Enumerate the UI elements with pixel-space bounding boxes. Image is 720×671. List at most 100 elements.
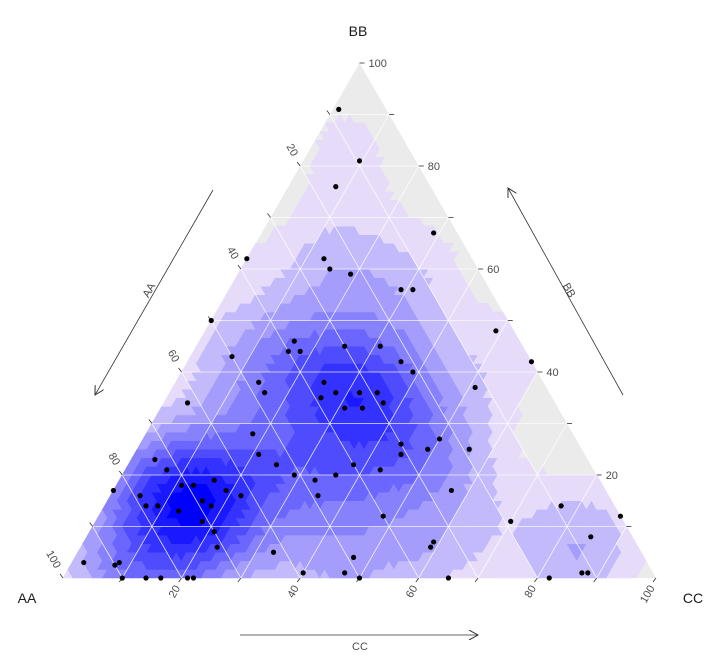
vertex-label-bb: BB xyxy=(349,23,368,39)
data-point xyxy=(356,158,363,164)
data-point xyxy=(327,266,333,272)
data-point xyxy=(336,106,342,112)
aa-tick xyxy=(237,264,242,270)
vertex-label-cc: CC xyxy=(683,590,703,606)
data-point xyxy=(184,575,191,581)
data-point xyxy=(528,359,535,365)
data-point xyxy=(250,431,256,437)
data-point xyxy=(508,518,514,524)
data-point xyxy=(273,462,280,468)
data-point xyxy=(410,287,416,293)
cc-tick-label: 20 xyxy=(167,584,184,601)
grid-line xyxy=(240,217,449,579)
data-point xyxy=(350,554,357,561)
density-cell xyxy=(606,500,617,510)
data-point xyxy=(445,575,452,581)
grid-line xyxy=(121,474,182,579)
aa-arrow-label: AA xyxy=(141,281,159,300)
data-point xyxy=(312,477,318,483)
data-point xyxy=(158,575,164,581)
density-cell xyxy=(467,294,479,304)
aa-tick xyxy=(118,470,123,476)
aa-tick-label: 80 xyxy=(106,451,123,468)
data-point xyxy=(617,513,624,519)
data-point xyxy=(110,487,117,494)
aa-axis-arrow xyxy=(95,189,214,395)
data-point xyxy=(398,359,404,365)
data-point xyxy=(184,400,191,406)
density-cell xyxy=(363,131,375,141)
data-point xyxy=(179,482,185,488)
data-point xyxy=(428,544,434,550)
data-point xyxy=(377,467,383,473)
density-cell xyxy=(358,122,370,132)
bb-tick-label: 60 xyxy=(487,264,499,276)
aa-tick-label: 60 xyxy=(165,348,182,365)
data-point xyxy=(164,467,170,473)
bb-tick-label: 40 xyxy=(546,367,558,379)
data-point xyxy=(116,559,122,566)
data-point xyxy=(244,256,250,262)
data-point xyxy=(208,317,214,324)
density-cell xyxy=(378,173,390,184)
data-point xyxy=(229,353,235,360)
data-point xyxy=(315,493,321,499)
grid-line xyxy=(210,320,360,579)
data-point xyxy=(143,503,149,509)
data-point xyxy=(380,513,386,519)
grid-lines xyxy=(92,114,627,579)
data-point xyxy=(374,390,380,396)
data-point xyxy=(350,462,357,468)
data-point xyxy=(493,328,499,334)
data-point xyxy=(398,441,404,447)
density-cell xyxy=(344,113,356,124)
axis-ticks: 20 20 20 40 40 40 60 60 60 80 80 80 100 100 100 xyxy=(43,58,657,605)
cc-tick-label: 80 xyxy=(522,584,539,601)
data-point xyxy=(431,539,437,545)
data-point xyxy=(321,256,327,262)
vertex-label-aa: AA xyxy=(18,590,37,606)
data-point xyxy=(333,472,339,478)
data-point xyxy=(425,446,431,452)
cc-arrow-label: CC xyxy=(352,641,368,653)
data-point xyxy=(137,493,143,499)
density-cell xyxy=(457,276,469,287)
bb-arrow-label: BB xyxy=(560,281,578,300)
cc-tick-label: 60 xyxy=(404,584,421,601)
data-point xyxy=(211,529,217,535)
data-point xyxy=(143,575,149,581)
data-point xyxy=(342,343,348,349)
data-point xyxy=(262,390,268,396)
cc-tick xyxy=(593,577,598,583)
data-points xyxy=(81,106,624,581)
data-point xyxy=(342,405,348,411)
data-point xyxy=(333,390,339,396)
cc-tick xyxy=(178,577,182,583)
data-point xyxy=(112,562,118,568)
density-cell xyxy=(596,482,608,493)
density-cell xyxy=(373,165,385,175)
cc-tick xyxy=(474,577,479,583)
data-point xyxy=(377,343,383,349)
data-point xyxy=(285,348,291,354)
data-point xyxy=(199,498,205,504)
aa-tick xyxy=(178,367,182,373)
density-cell xyxy=(373,157,385,167)
data-point xyxy=(270,549,277,555)
density-cell xyxy=(413,216,425,227)
bb-tick-label: 100 xyxy=(369,58,387,70)
density-cell xyxy=(630,543,642,553)
aa-tick-label: 100 xyxy=(43,549,63,571)
density-cell xyxy=(625,534,637,544)
cc-tick xyxy=(237,577,242,583)
data-point xyxy=(152,456,158,463)
grid-line xyxy=(92,526,123,579)
data-point xyxy=(588,534,594,540)
data-point xyxy=(333,184,339,190)
data-point xyxy=(223,487,229,494)
aa-tick xyxy=(296,161,301,167)
data-point xyxy=(199,518,205,524)
bb-tick-label: 20 xyxy=(606,470,618,482)
aa-tick xyxy=(89,522,93,527)
